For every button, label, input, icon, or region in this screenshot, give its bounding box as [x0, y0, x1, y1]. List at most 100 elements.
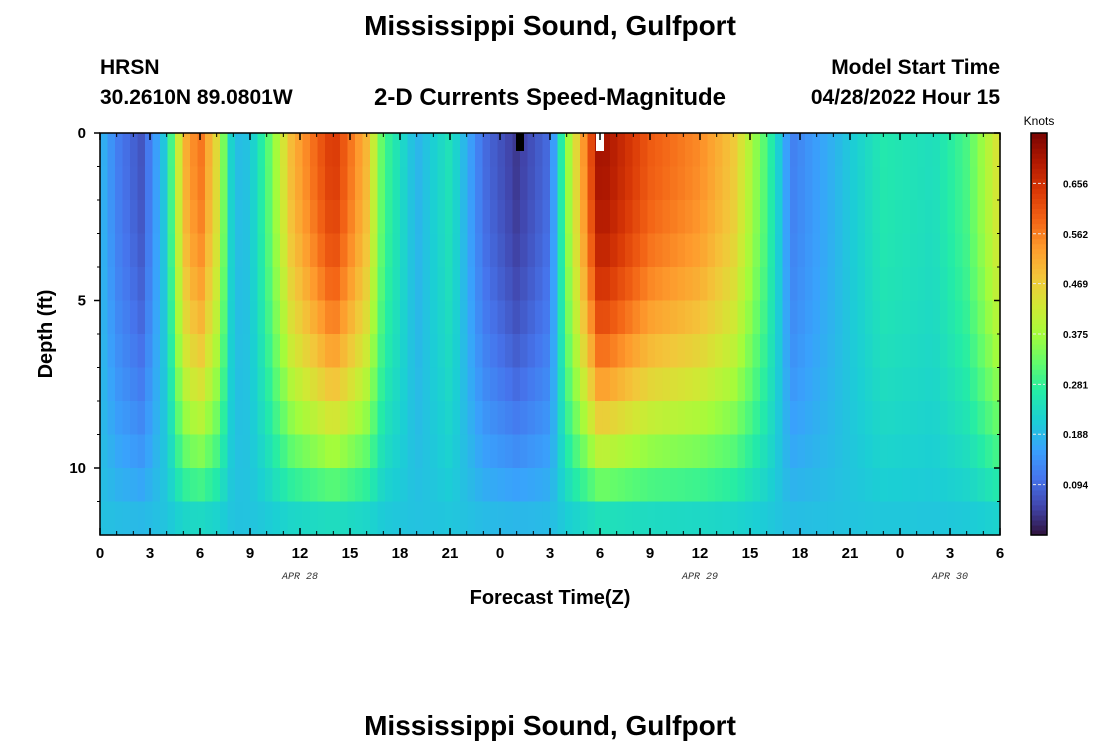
colorbar-segment	[1031, 344, 1047, 350]
heatmap-cell	[670, 233, 679, 268]
heatmap-cell	[865, 401, 874, 436]
heatmap-cell	[220, 401, 229, 436]
heatmap-cell	[565, 233, 574, 268]
heatmap-cell	[107, 133, 116, 168]
heatmap-cell	[497, 267, 506, 302]
heatmap-cell	[775, 133, 784, 168]
heatmap-cell	[557, 200, 566, 235]
heatmap-cell	[880, 367, 889, 402]
heatmap-cell	[917, 300, 926, 335]
heatmap-cell	[535, 434, 544, 469]
heatmap-cell	[205, 300, 214, 335]
model-start-label: Model Start Time	[831, 56, 1000, 79]
colorbar-segment	[1031, 328, 1047, 335]
colorbar-segment	[1031, 133, 1047, 139]
heatmap-cell	[827, 200, 836, 235]
heatmap-cell	[430, 133, 439, 168]
heatmap-cell	[355, 233, 364, 268]
heatmap-cell	[340, 267, 349, 302]
colorbar-segment	[1031, 288, 1047, 295]
heatmap-cell	[280, 501, 289, 536]
heatmap-cell	[400, 166, 409, 201]
heatmap-cell	[130, 501, 139, 536]
heatmap-cell	[587, 334, 596, 369]
heatmap-cell	[287, 334, 296, 369]
x-tick-label: 15	[742, 545, 759, 562]
heatmap-cell	[452, 401, 461, 436]
heatmap-cell	[842, 300, 851, 335]
heatmap-cell	[325, 300, 334, 335]
heatmap-cell	[430, 367, 439, 402]
heatmap-cell	[445, 334, 454, 369]
y-tick-label: 0	[78, 125, 86, 142]
heatmap-cell	[310, 267, 319, 302]
heatmap-cell	[422, 401, 431, 436]
heatmap-cell	[595, 334, 604, 369]
heatmap-cell	[467, 334, 476, 369]
heatmap-cell	[715, 501, 724, 536]
heatmap-cell	[370, 133, 379, 168]
heatmap-cell	[895, 401, 904, 436]
heatmap-cell	[490, 334, 499, 369]
heatmap-cell	[362, 434, 371, 469]
heatmap-cell	[797, 367, 806, 402]
heatmap-cell	[692, 434, 701, 469]
heatmap-cell	[925, 501, 934, 536]
colorbar-segment	[1031, 138, 1047, 144]
heatmap-cell	[280, 133, 289, 168]
heatmap-cell	[977, 300, 986, 335]
heatmap-cell	[707, 434, 716, 469]
heatmap-cell	[992, 434, 1001, 469]
heatmap-cell	[970, 133, 979, 168]
heatmap-cell	[385, 401, 394, 436]
heatmap-cell	[782, 133, 791, 168]
heatmap-cell	[557, 166, 566, 201]
heatmap-cell	[587, 300, 596, 335]
heatmap-cell	[970, 434, 979, 469]
heatmap-cell	[775, 367, 784, 402]
heatmap-cell	[107, 267, 116, 302]
heatmap-cell	[977, 501, 986, 536]
heatmap-cell	[625, 233, 634, 268]
heatmap-cell	[527, 300, 536, 335]
heatmap-cell	[865, 300, 874, 335]
heatmap-cell	[242, 233, 251, 268]
heatmap-cell	[677, 166, 686, 201]
heatmap-cell	[617, 200, 626, 235]
heatmap-cell	[707, 300, 716, 335]
colorbar-tick-label: 0.375	[1063, 330, 1088, 341]
heatmap-cell	[107, 166, 116, 201]
heatmap-cell	[865, 334, 874, 369]
heatmap-cell	[332, 233, 341, 268]
heatmap-cell	[302, 501, 311, 536]
heatmap-cell	[595, 434, 604, 469]
heatmap-cell	[467, 401, 476, 436]
heatmap-cell	[895, 501, 904, 536]
heatmap-cell	[917, 367, 926, 402]
heatmap-cell	[752, 468, 761, 503]
heatmap-cell	[647, 166, 656, 201]
heatmap-cell	[752, 133, 761, 168]
heatmap-cell	[917, 468, 926, 503]
heatmap-cell	[190, 434, 199, 469]
heatmap-cell	[227, 166, 236, 201]
heatmap-cell	[130, 367, 139, 402]
heatmap-cell	[550, 133, 559, 168]
heatmap-cell	[482, 401, 491, 436]
heatmap-cell	[992, 200, 1001, 235]
heatmap-cell	[347, 468, 356, 503]
heatmap-cell	[602, 267, 611, 302]
heatmap-cell	[782, 300, 791, 335]
heatmap-cell	[850, 233, 859, 268]
heatmap-cell	[167, 468, 176, 503]
heatmap-cell	[377, 434, 386, 469]
heatmap-cell	[287, 434, 296, 469]
heatmap-cell	[685, 166, 694, 201]
heatmap-cell	[625, 468, 634, 503]
heatmap-cell	[955, 233, 964, 268]
heatmap-cell	[565, 434, 574, 469]
heatmap-cell	[940, 367, 949, 402]
heatmap-cell	[715, 468, 724, 503]
heatmap-cell	[917, 133, 926, 168]
heatmap-cell	[640, 166, 649, 201]
